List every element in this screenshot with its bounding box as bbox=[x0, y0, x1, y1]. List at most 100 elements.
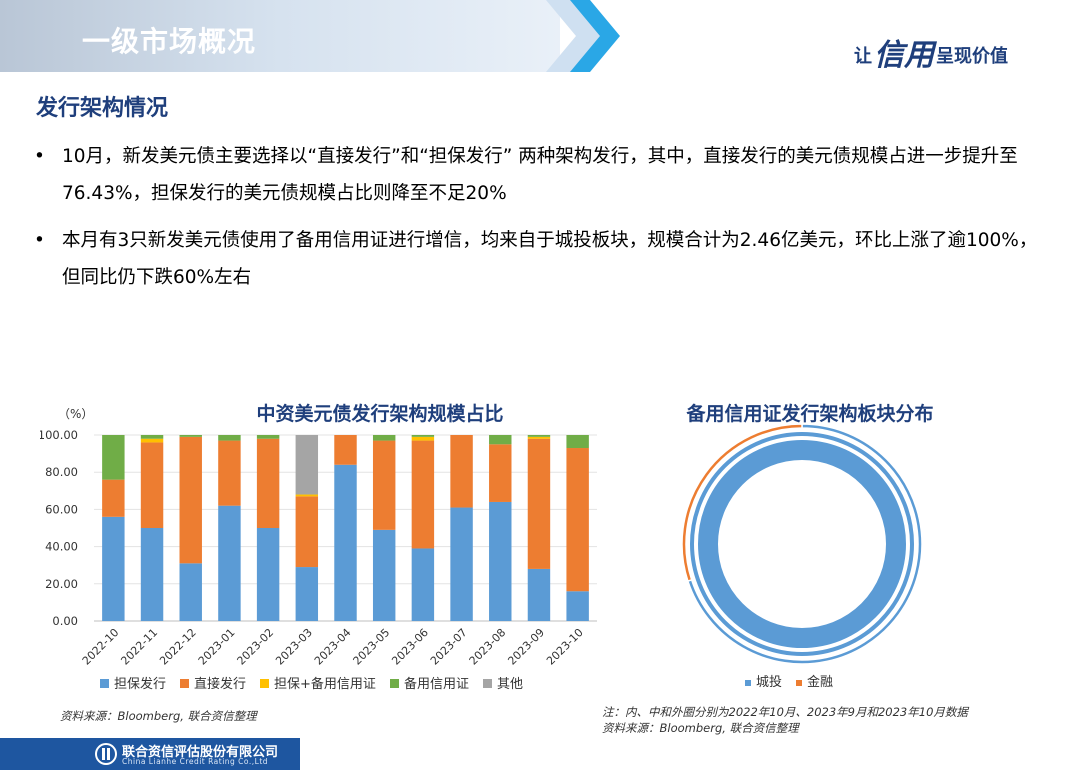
y-tick-label: 60.00 bbox=[45, 502, 78, 516]
source-note-left: 资料来源：Bloomberg, 联合资信整理 bbox=[60, 709, 257, 723]
bullet-text: 本月有3只新发美元债使用了备用信用证进行增信，均来自于城投板块，规模合计为2.4… bbox=[62, 230, 1038, 288]
donut-chart-title: 备用信用证发行架构板块分布 bbox=[686, 403, 934, 425]
company-name-en: China Lianhe Credit Rating Co.,Ltd bbox=[122, 757, 269, 766]
bar-segment bbox=[372, 529, 396, 621]
bar-segment bbox=[295, 567, 319, 621]
header-banner: 一级市场概况 让信用 呈现价值 bbox=[0, 0, 1080, 75]
legend-item: 城投 bbox=[745, 671, 782, 690]
bar-segment bbox=[295, 494, 319, 497]
bar-segment bbox=[566, 448, 589, 592]
bar-segment bbox=[295, 435, 319, 495]
company-name-cn: 联合资信评估股份有限公司 bbox=[122, 745, 279, 760]
y-tick-label: 0.00 bbox=[52, 614, 78, 628]
bar-segment bbox=[179, 563, 202, 621]
chevron-arrows-icon bbox=[546, 0, 620, 72]
legend-swatch bbox=[745, 680, 751, 686]
y-tick-label: 100.00 bbox=[40, 428, 78, 442]
x-tick-label: 2022-12 bbox=[157, 626, 199, 668]
bar-segment bbox=[489, 501, 512, 621]
x-tick-label: 2022-11 bbox=[118, 626, 160, 668]
x-tick-label: 2023-10 bbox=[544, 626, 586, 668]
legend-item: 直接发行 bbox=[180, 673, 246, 692]
company-logo-icon bbox=[95, 743, 117, 765]
x-tick-label: 2023-09 bbox=[505, 626, 547, 668]
bar-segment bbox=[256, 528, 280, 621]
bar-segment bbox=[527, 435, 551, 437]
y-tick-label: 20.00 bbox=[45, 577, 78, 591]
section-title: 发行架构情况 bbox=[36, 96, 169, 121]
x-tick-label: 2023-07 bbox=[428, 626, 470, 668]
x-tick-label: 2023-01 bbox=[196, 626, 238, 668]
legend-swatch bbox=[796, 680, 803, 686]
bar-segment bbox=[256, 438, 280, 528]
bar-segment bbox=[450, 507, 473, 621]
x-tick-label: 2023-02 bbox=[235, 626, 277, 668]
bar-segment bbox=[527, 438, 551, 569]
legend-item: 其他 bbox=[482, 673, 523, 692]
x-tick-label: 2023-03 bbox=[273, 626, 315, 668]
source-note: 资料来源：Bloomberg, 联合资信整理 bbox=[602, 721, 799, 735]
legend-swatch bbox=[260, 679, 270, 688]
bar-segment bbox=[489, 435, 512, 445]
legend-label: 担保+备用信用证 bbox=[274, 677, 376, 692]
legend-label: 备用信用证 bbox=[403, 677, 469, 692]
legend-item: 备用信用证 bbox=[389, 673, 469, 692]
bar-segment bbox=[140, 438, 164, 443]
legend-label: 金融 bbox=[807, 675, 834, 690]
bullet-dot-icon: • bbox=[34, 146, 45, 167]
bar-segment bbox=[295, 496, 319, 568]
chart-note: 注：内、中和外圈分别为2022年10月、2023年9月和2023年10月数据 bbox=[602, 705, 968, 719]
legend-item: 金融 bbox=[796, 671, 833, 690]
brand-slogan-big: 信用 bbox=[874, 38, 934, 73]
bar-segment bbox=[372, 435, 396, 441]
bar-segment bbox=[372, 440, 396, 530]
bar-segment bbox=[566, 435, 589, 449]
bullet-list: • 10月，新发美元债主要选择以“直接发行”和“担保发行” 两种架构发行，其中，直… bbox=[34, 138, 1044, 306]
bar-segment bbox=[218, 505, 241, 621]
bar-segment bbox=[179, 435, 202, 437]
legend-swatch bbox=[180, 679, 190, 688]
brand-slogan: 让信用 呈现价值 bbox=[854, 30, 1008, 74]
header-band bbox=[0, 0, 560, 72]
bar-segment bbox=[334, 435, 357, 465]
source-note-right: 注：内、中和外圈分别为2022年10月、2023年9月和2023年10月数据 资… bbox=[602, 704, 968, 736]
bar-segment bbox=[334, 464, 357, 621]
donut-slice bbox=[690, 432, 914, 656]
bar-segment bbox=[450, 435, 473, 508]
donut-chart-legend: 城投 金融 bbox=[745, 671, 847, 690]
bullet-item: • 本月有3只新发美元债使用了备用信用证进行增信，均来自于城投板块，规模合计为2.… bbox=[34, 222, 1044, 296]
legend-label: 其他 bbox=[496, 677, 523, 692]
x-tick-label: 2023-08 bbox=[467, 626, 509, 668]
bar-segment bbox=[102, 435, 125, 480]
bar-segment bbox=[102, 479, 125, 517]
legend-label: 城投 bbox=[756, 675, 783, 690]
legend-swatch bbox=[100, 679, 109, 688]
bar-segment bbox=[411, 436, 435, 441]
legend-item: 担保发行 bbox=[100, 673, 166, 692]
legend-label: 担保发行 bbox=[114, 677, 167, 692]
bar-segment bbox=[256, 435, 280, 439]
bar-segment bbox=[140, 528, 164, 621]
brand-slogan-pre: 让 bbox=[854, 46, 872, 67]
bar-segment bbox=[527, 436, 551, 439]
donut-slice bbox=[698, 440, 906, 648]
bar-segment bbox=[411, 440, 435, 549]
x-tick-label: 2023-06 bbox=[389, 626, 431, 668]
bullet-item: • 10月，新发美元债主要选择以“直接发行”和“担保发行” 两种架构发行，其中，直… bbox=[34, 138, 1044, 212]
bullet-dot-icon: • bbox=[34, 230, 45, 251]
bar-segment bbox=[527, 568, 551, 621]
legend-swatch bbox=[482, 679, 492, 688]
footer-band bbox=[0, 738, 300, 770]
bar-chart-title: 中资美元债发行架构规模占比 bbox=[256, 403, 504, 425]
legend-swatch bbox=[389, 679, 399, 688]
legend-item: 担保+备用信用证 bbox=[260, 673, 376, 692]
bar-segment bbox=[140, 435, 164, 439]
brand-slogan-post: 呈现价值 bbox=[936, 46, 1008, 67]
bar-segment bbox=[102, 516, 125, 621]
bar-segment bbox=[140, 442, 164, 528]
stacked-bar-chart: 0.0020.0040.0060.0080.00100.002022-10202… bbox=[40, 428, 597, 668]
footer-bar: 联合资信评估股份有限公司 China Lianhe Credit Rating … bbox=[0, 738, 1080, 770]
bar-segment bbox=[218, 435, 241, 441]
bar-chart-legend: 担保发行 直接发行 担保+备用信用证 备用信用证 其他 bbox=[100, 673, 537, 692]
donut-slice bbox=[682, 424, 803, 583]
